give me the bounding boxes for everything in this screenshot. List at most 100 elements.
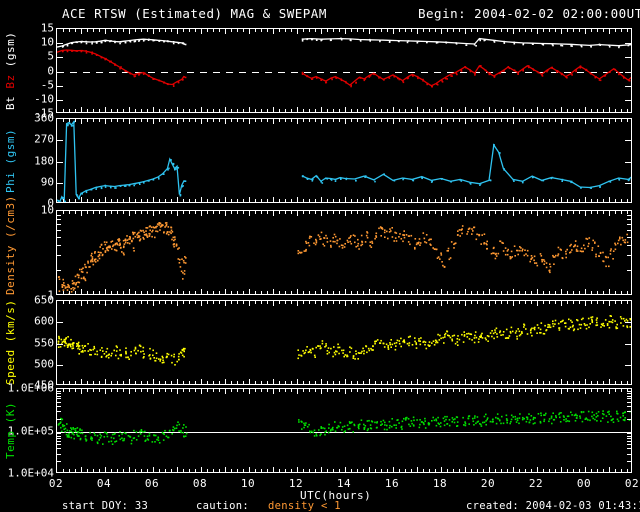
x-tick-mark: [573, 381, 574, 384]
x-tick-mark: [321, 211, 322, 216]
x-tick-mark: [159, 211, 160, 214]
x-tick-mark: [225, 197, 226, 202]
panel-bt-bz: [56, 28, 632, 113]
x-tick-mark: [501, 389, 502, 392]
x-tick-mark: [225, 467, 226, 472]
x-tick-mark: [537, 467, 538, 472]
x-tick-mark: [465, 119, 466, 124]
x-tick-mark: [411, 469, 412, 472]
x-tick-mark: [99, 211, 100, 214]
x-tick-mark: [117, 301, 118, 304]
x-tick-mark: [609, 211, 610, 216]
y-tick-mark: [625, 140, 631, 141]
x-tick-mark: [507, 301, 508, 304]
x-tick-mark: [393, 289, 394, 294]
x-tick-mark: [81, 467, 82, 472]
series-density: [57, 222, 629, 294]
panel-density: [56, 210, 632, 295]
x-tick-mark: [195, 389, 196, 392]
y-axis-title-speed: Speed (km/s): [4, 299, 17, 385]
x-tick-mark: [273, 379, 274, 384]
x-tick-mark: [561, 301, 562, 306]
y-tick-label: -10: [34, 92, 54, 106]
x-tick-mark: [183, 109, 184, 112]
x-tick-mark: [93, 291, 94, 294]
x-tick-mark: [261, 29, 262, 32]
x-tick-mark: [345, 119, 346, 124]
x-tick-mark: [69, 469, 70, 472]
x-tick-mark: [429, 211, 430, 214]
x-tick-mark: [297, 301, 298, 306]
x-tick-mark: [351, 381, 352, 384]
x-tick-mark: [327, 381, 328, 384]
x-tick-mark: [501, 381, 502, 384]
x-tick-mark: [531, 389, 532, 392]
x-tick-mark: [489, 197, 490, 202]
y-tick-mark: [57, 100, 63, 101]
x-tick-mark: [117, 29, 118, 32]
x-tick-mark: [549, 291, 550, 294]
x-tick-mark: [495, 29, 496, 32]
x-tick-mark: [339, 389, 340, 392]
x-tick-mark: [111, 29, 112, 32]
x-tick-mark: [207, 301, 208, 304]
x-tick-mark: [495, 381, 496, 384]
x-tick-mark: [207, 381, 208, 384]
x-tick-mark: [219, 211, 220, 214]
x-tick-mark: [393, 29, 394, 34]
x-tick-mark: [321, 389, 322, 394]
x-tick-mark: [99, 291, 100, 294]
x-tick-mark: [585, 467, 586, 472]
x-tick-mark: [207, 109, 208, 112]
x-tick-mark: [615, 119, 616, 122]
x-tick-mark: [261, 211, 262, 214]
x-tick-mark: [321, 119, 322, 124]
x-tick-mark: [405, 381, 406, 384]
x-tick-mark: [621, 381, 622, 384]
y-tick-mark: [625, 365, 631, 366]
x-tick-mark: [69, 199, 70, 202]
x-tick-mark: [405, 469, 406, 472]
x-tick-mark: [69, 301, 70, 304]
footer-start-doy: start DOY: 33: [62, 500, 149, 512]
x-tick-mark: [117, 389, 118, 392]
x-tick-mark: [111, 469, 112, 472]
x-tick-label: 22: [528, 477, 544, 490]
x-tick-mark: [147, 109, 148, 112]
x-tick-mark: [261, 199, 262, 202]
x-tick-mark: [177, 301, 178, 306]
x-tick-mark: [309, 211, 310, 214]
x-tick-mark: [117, 109, 118, 112]
x-tick-mark: [279, 119, 280, 122]
x-tick-mark: [519, 291, 520, 294]
x-tick-mark: [435, 381, 436, 384]
y-axis-density: 10 1: [0, 204, 54, 302]
x-tick-mark: [291, 109, 292, 112]
x-tick-mark: [111, 381, 112, 384]
x-tick-mark: [345, 107, 346, 112]
x-tick-mark: [105, 211, 106, 216]
x-tick-mark: [195, 199, 196, 202]
x-tick-mark: [309, 301, 310, 304]
x-tick-mark: [255, 389, 256, 392]
y-minor-tick: [57, 391, 61, 392]
x-tick-mark: [501, 469, 502, 472]
x-tick-mark: [123, 291, 124, 294]
x-tick-mark: [129, 379, 130, 384]
x-tick-mark: [171, 381, 172, 384]
x-tick-mark: [159, 389, 160, 392]
x-tick-mark: [357, 211, 358, 214]
x-tick-mark: [369, 107, 370, 112]
x-tick-mark: [267, 119, 268, 122]
x-tick-mark: [189, 389, 190, 392]
x-tick-mark: [165, 291, 166, 294]
x-tick-mark: [243, 119, 244, 122]
x-tick-mark: [537, 119, 538, 124]
x-tick-mark: [303, 389, 304, 392]
x-tick-mark: [261, 469, 262, 472]
x-tick-mark: [555, 199, 556, 202]
x-tick-mark: [93, 301, 94, 304]
x-tick-mark: [579, 301, 580, 304]
x-tick-mark: [513, 301, 514, 306]
x-tick-mark: [549, 109, 550, 112]
